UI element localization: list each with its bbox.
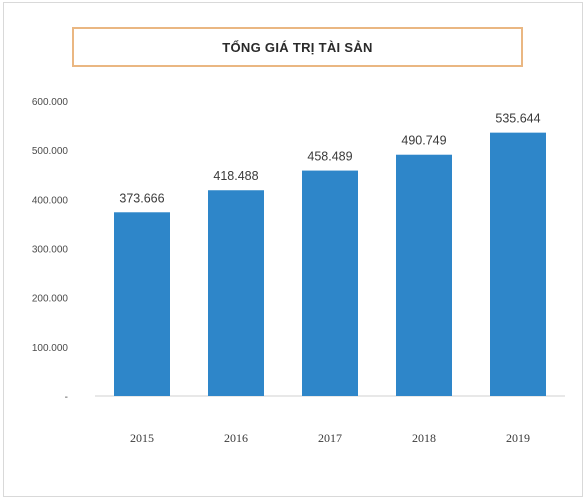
chart-title-box: TỔNG GIÁ TRỊ TÀI SẢN: [72, 27, 523, 67]
bar: [490, 132, 546, 396]
bars-group: [114, 132, 546, 396]
y-tick-label: -: [65, 392, 68, 403]
data-label: 373.666: [119, 191, 164, 205]
data-label: 418.488: [213, 169, 258, 183]
y-axis-tick-labels: - 100.000 200.000 300.000 400.000 500.000 600.…: [32, 97, 69, 403]
data-label: 535.644: [495, 112, 540, 126]
chart-frame: [3, 2, 583, 497]
x-axis-tick-labels: 2015 2016 2017 2018 2019: [130, 431, 530, 445]
x-tick-label: 2017: [318, 431, 342, 445]
x-tick-label: 2015: [130, 431, 154, 445]
x-tick-label: 2018: [412, 431, 436, 445]
y-tick-label: 500.000: [32, 146, 69, 157]
x-tick-label: 2019: [506, 431, 530, 445]
y-tick-label: 600.000: [32, 97, 69, 108]
bar: [302, 170, 358, 396]
data-label: 490.749: [401, 134, 446, 148]
data-label: 458.489: [307, 150, 352, 164]
y-tick-label: 100.000: [32, 343, 69, 354]
y-tick-label: 300.000: [32, 245, 69, 256]
y-tick-label: 400.000: [32, 195, 69, 206]
bar: [396, 154, 452, 396]
y-tick-label: 200.000: [32, 294, 69, 305]
x-tick-label: 2016: [224, 431, 248, 445]
bar: [114, 212, 170, 396]
data-labels-group: 373.666 418.488 458.489 490.749 535.644: [119, 112, 540, 206]
bar: [208, 190, 264, 396]
chart-title: TỔNG GIÁ TRỊ TÀI SẢN: [222, 39, 373, 55]
